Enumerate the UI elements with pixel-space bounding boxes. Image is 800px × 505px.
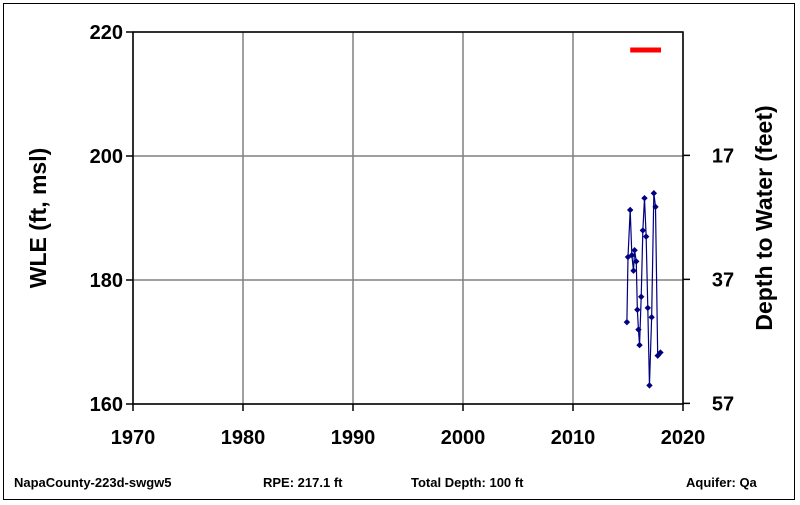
x-tick-label: 2020 bbox=[661, 427, 706, 449]
y-axis-title: WLE (ft, msl) bbox=[25, 148, 51, 289]
y2-tick-label: 37 bbox=[712, 269, 734, 291]
data-point bbox=[635, 326, 642, 333]
y2-tick-label: 17 bbox=[712, 145, 734, 167]
x-tick-label: 1970 bbox=[111, 427, 156, 449]
data-point bbox=[644, 304, 651, 312]
data-point bbox=[646, 382, 653, 389]
data-point bbox=[652, 203, 659, 211]
data-point bbox=[636, 341, 643, 349]
data-point bbox=[634, 306, 641, 313]
x-tick-label: 1980 bbox=[221, 427, 266, 449]
data-point bbox=[657, 349, 664, 356]
data-point bbox=[638, 293, 645, 300]
secondary-y-axis-ticks: 17 37 57 bbox=[683, 145, 734, 415]
x-tick-label: 2000 bbox=[441, 427, 486, 449]
grid bbox=[132, 31, 684, 405]
series-line bbox=[626, 193, 661, 386]
data-point bbox=[639, 227, 647, 234]
rpe-label: RPE: 217.1 ft bbox=[263, 475, 343, 490]
y2-tick-label: 57 bbox=[712, 393, 734, 415]
data-point bbox=[641, 194, 648, 202]
secondary-y-axis-title: Depth to Water (feet) bbox=[751, 105, 777, 330]
data-point bbox=[642, 233, 650, 240]
data-point bbox=[631, 247, 638, 254]
data-point bbox=[648, 314, 655, 321]
data-point bbox=[630, 267, 637, 274]
y-tick-label: 200 bbox=[90, 146, 123, 168]
x-tick-label: 1990 bbox=[331, 427, 376, 449]
data-point bbox=[628, 252, 636, 259]
data-point bbox=[623, 318, 631, 326]
chart-frame bbox=[3, 3, 795, 500]
x-tick-label: 2010 bbox=[551, 427, 596, 449]
data-point bbox=[633, 258, 640, 265]
series-wle bbox=[623, 190, 664, 389]
x-axis-ticks: 1970 1980 1990 2000 2010 2020 bbox=[111, 404, 706, 449]
y-tick-label: 160 bbox=[90, 394, 123, 416]
y-tick-label: 180 bbox=[90, 270, 123, 292]
well-id: NapaCounty-223d-swgw5 bbox=[14, 475, 172, 490]
footer: NapaCounty-223d-swgw5 RPE: 217.1 ft Tota… bbox=[0, 470, 800, 496]
y-tick-label: 220 bbox=[90, 22, 123, 44]
data-point bbox=[654, 352, 661, 359]
data-point bbox=[650, 190, 658, 197]
plot-area bbox=[132, 31, 684, 405]
total-depth-label: Total Depth: 100 ft bbox=[411, 475, 524, 490]
aquifer-label: Aquifer: Qa bbox=[686, 475, 757, 490]
data-point bbox=[627, 206, 634, 214]
y-axis-ticks: 160 180 200 220 bbox=[90, 22, 133, 416]
